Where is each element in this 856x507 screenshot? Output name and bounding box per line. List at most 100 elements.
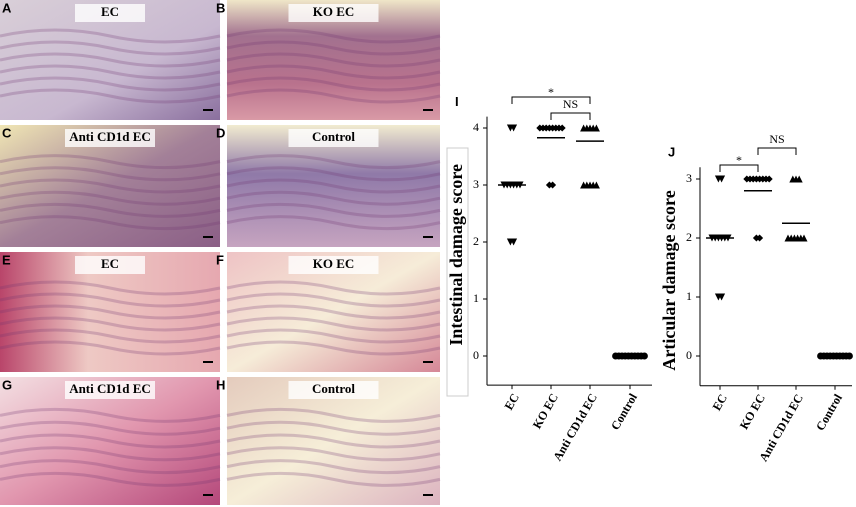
data-point — [592, 124, 600, 132]
label-box — [288, 129, 379, 147]
tissue-texture — [0, 304, 221, 320]
y-label-box — [446, 147, 469, 397]
significance-bracket — [719, 164, 759, 172]
data-point — [640, 352, 648, 360]
y-tick-label: 1 — [686, 289, 692, 303]
panel-caption: Anti CD1d EC — [69, 129, 151, 144]
panel-letter: J — [668, 145, 675, 160]
x-tick-label: KO EC — [530, 391, 561, 431]
significance-label: NS — [563, 97, 578, 111]
tissue-texture — [226, 64, 441, 80]
tissue-texture — [0, 76, 221, 92]
y-axis-label: Intestinal damage score — [446, 164, 466, 346]
tissue-texture — [0, 433, 221, 449]
data-point — [718, 293, 726, 301]
panel-letter: A — [2, 0, 12, 15]
tissue-texture — [226, 52, 441, 68]
tissue-texture — [0, 280, 221, 296]
significance-label: * — [548, 85, 554, 99]
tissue-texture — [0, 40, 221, 56]
tissue-texture — [226, 459, 441, 475]
panel-letter: G — [2, 377, 12, 392]
panel-letter: H — [216, 377, 225, 392]
label-box — [288, 256, 379, 274]
tissue-texture — [226, 178, 441, 194]
tissue-texture — [226, 28, 441, 44]
label-box — [65, 381, 155, 399]
panel-caption: Control — [312, 129, 355, 144]
tissue-texture — [0, 64, 221, 80]
tissue-texture — [0, 340, 221, 356]
y-tick-label: 2 — [686, 230, 692, 244]
y-tick-label: 3 — [686, 171, 692, 185]
panel-letter: D — [216, 125, 225, 140]
data-point — [549, 181, 557, 189]
label-box — [75, 4, 145, 22]
panel-caption: KO EC — [313, 256, 355, 271]
tissue-texture — [0, 471, 221, 487]
x-tick-label: EC — [502, 391, 522, 412]
tissue-texture — [226, 420, 441, 436]
tissue-texture — [0, 446, 221, 462]
panel-caption: EC — [101, 4, 119, 19]
data-point — [765, 175, 773, 183]
y-tick-label: 0 — [686, 348, 692, 362]
tissue-texture — [0, 420, 221, 436]
significance-bracket — [550, 112, 591, 120]
tissue-texture — [0, 459, 221, 475]
label-box — [65, 129, 155, 147]
data-point — [718, 175, 726, 183]
tissue-texture — [226, 292, 441, 308]
data-point — [845, 352, 853, 360]
x-tick-label: KO EC — [737, 392, 768, 432]
x-tick-label: Control — [813, 391, 845, 433]
label-box — [75, 256, 145, 274]
y-tick-label: 2 — [473, 234, 479, 248]
y-tick-label: 4 — [473, 120, 479, 134]
x-tick-label: Control — [608, 390, 640, 432]
tissue-texture — [0, 52, 221, 68]
tissue-texture — [226, 154, 441, 170]
tissue-texture — [0, 316, 221, 332]
data-point — [558, 124, 566, 132]
label-box — [288, 4, 379, 22]
tissue-texture — [226, 280, 441, 296]
tissue-texture — [0, 292, 221, 308]
tissue-texture — [0, 166, 221, 182]
tissue-texture — [226, 471, 441, 487]
tissue-texture — [0, 154, 221, 170]
tissue-texture — [0, 215, 221, 231]
significance-bracket — [511, 96, 591, 104]
y-tick-label: 3 — [473, 177, 479, 191]
data-point — [592, 181, 600, 189]
tissue-texture — [0, 190, 221, 206]
y-tick-label: 1 — [473, 291, 479, 305]
tissue-texture — [226, 40, 441, 56]
data-point — [756, 234, 764, 242]
panel-letter: B — [216, 0, 225, 15]
tissue-texture — [0, 28, 221, 44]
tissue-texture — [0, 407, 221, 423]
label-box — [288, 381, 379, 399]
tissue-texture — [226, 340, 441, 356]
panel-caption: Control — [312, 381, 355, 396]
tissue-texture — [226, 433, 441, 449]
tissue-texture — [0, 178, 221, 194]
tissue-texture — [0, 328, 221, 344]
tissue-texture — [226, 215, 441, 231]
panel-caption: KO EC — [313, 4, 355, 19]
x-tick-label: EC — [710, 392, 730, 413]
panel-letter: C — [2, 125, 12, 140]
tissue-texture — [0, 202, 221, 218]
tissue-texture — [226, 446, 441, 462]
tissue-texture — [226, 88, 441, 104]
tissue-texture — [226, 316, 441, 332]
tissue-texture — [226, 190, 441, 206]
tissue-texture — [226, 328, 441, 344]
tissue-texture — [226, 202, 441, 218]
panel-caption: EC — [101, 256, 119, 271]
tissue-texture — [226, 304, 441, 320]
tissue-texture — [226, 407, 441, 423]
panel-caption: Anti CD1d EC — [69, 381, 151, 396]
